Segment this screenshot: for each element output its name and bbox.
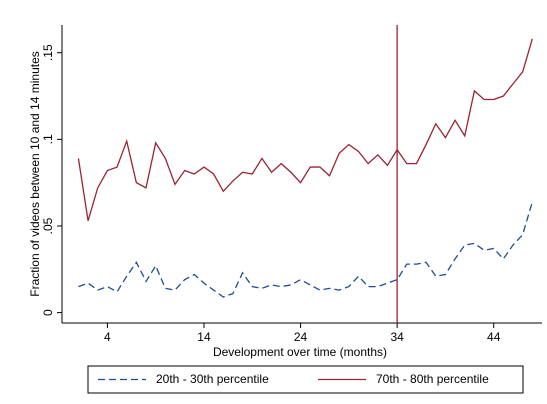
y-tick-label: .15	[41, 44, 55, 61]
x-tick-label: 34	[390, 330, 404, 344]
legend-label: 20th - 30th percentile	[156, 372, 269, 386]
x-tick-label: 44	[487, 330, 501, 344]
y-axis-title: Fraction of videos between 10 and 14 min…	[28, 51, 42, 296]
series-line	[77, 38, 533, 221]
x-axis-title: Development over time (months)	[213, 345, 387, 359]
y-tick-label: .05	[41, 217, 55, 234]
legend-label: 70th - 80th percentile	[376, 372, 489, 386]
legend	[87, 365, 524, 394]
x-tick-label: 14	[197, 330, 211, 344]
y-tick-label: .1	[41, 134, 55, 144]
x-tick-label: 24	[294, 330, 308, 344]
y-tick-label: 0	[41, 309, 55, 316]
series-line	[78, 201, 533, 298]
x-tick-label: 4	[104, 330, 111, 344]
